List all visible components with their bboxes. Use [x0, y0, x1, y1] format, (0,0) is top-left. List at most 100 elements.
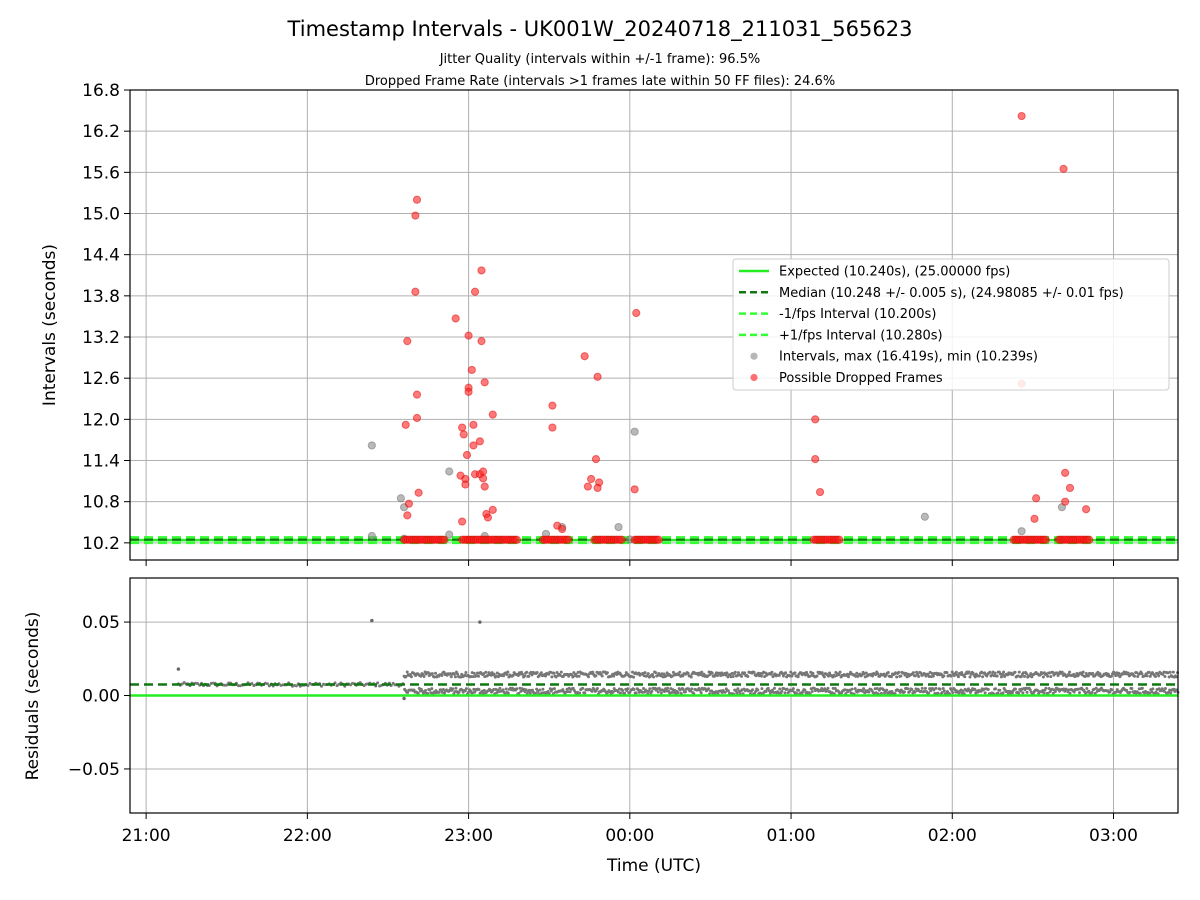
residual-point — [495, 671, 499, 675]
top-y-tick-label: 16.2 — [82, 122, 120, 142]
residual-point — [1017, 670, 1021, 674]
residual-point — [678, 688, 682, 692]
dropped-frame-point — [440, 535, 449, 544]
residual-point — [919, 671, 923, 675]
residual-point — [973, 687, 977, 691]
residual-point — [908, 689, 912, 693]
residual-point — [1161, 672, 1165, 676]
residual-point — [656, 690, 660, 694]
residual-point — [885, 688, 889, 692]
residual-point — [591, 670, 595, 674]
residual-point — [815, 674, 819, 678]
residual-point — [555, 670, 559, 674]
residual-point — [424, 688, 428, 692]
residual-point — [561, 688, 565, 692]
residual-point — [515, 687, 519, 691]
legend-marker-swatch — [750, 373, 758, 382]
residual-point — [1049, 675, 1053, 679]
residual-point — [632, 688, 636, 692]
residual-outlier-point — [402, 696, 406, 701]
residual-point — [590, 689, 594, 693]
dropped-frame-point — [464, 331, 473, 340]
residual-point — [1084, 672, 1088, 676]
residual-point — [671, 670, 675, 674]
chart-subtitle-dropped: Dropped Frame Rate (intervals >1 frames … — [365, 74, 835, 89]
residual-outlier-point — [370, 618, 374, 623]
residual-point — [581, 686, 585, 690]
residual-point — [1001, 672, 1005, 676]
residual-point — [890, 689, 894, 693]
dropped-frame-point — [414, 488, 423, 497]
residual-point — [689, 675, 693, 679]
dropped-frame-point — [459, 430, 468, 439]
residual-point — [572, 671, 576, 675]
residual-point — [578, 691, 582, 695]
residual-point — [525, 670, 529, 674]
residual-point — [665, 671, 669, 675]
residual-point — [920, 686, 924, 690]
residual-point — [587, 675, 591, 679]
residual-point — [552, 671, 556, 675]
residual-point — [828, 671, 832, 675]
residual-point — [666, 686, 670, 690]
residual-point — [611, 690, 615, 694]
residual-point — [517, 691, 521, 695]
residual-point — [678, 670, 682, 674]
residual-point — [477, 688, 481, 692]
bottom-x-tick-label: 23:00 — [444, 826, 493, 846]
residual-point — [910, 687, 914, 691]
residual-point — [999, 675, 1003, 679]
residual-point — [654, 671, 658, 675]
dropped-frame-point — [475, 437, 484, 446]
residual-point — [422, 675, 426, 679]
residual-point — [785, 687, 789, 691]
residual-point — [1014, 687, 1018, 691]
dropped-frame-point — [461, 480, 470, 489]
residual-point — [967, 670, 971, 674]
residual-point — [823, 687, 827, 691]
residual-point — [764, 690, 768, 694]
bottom-panel-x-ticks: 21:00 22:00 23:00 00:00 01:00 02:00 03:00 — [122, 813, 1138, 846]
residual-point — [710, 671, 714, 675]
residual-point — [1110, 688, 1114, 692]
residual-point — [523, 674, 527, 678]
residual-point — [734, 689, 738, 693]
dropped-frame-point — [458, 517, 467, 526]
residual-point — [735, 691, 739, 695]
residual-point — [845, 672, 849, 676]
residual-point — [677, 673, 681, 677]
residual-point — [527, 674, 531, 678]
residual-point — [791, 687, 795, 691]
dropped-frame-point — [548, 423, 557, 432]
dropped-frame-point — [1059, 164, 1068, 174]
residual-point — [686, 671, 690, 675]
residual-point — [736, 671, 740, 675]
residual-point — [409, 675, 413, 679]
residual-point — [1093, 691, 1097, 695]
top-panel-points — [367, 111, 1094, 544]
top-panel-x-ticks — [145, 560, 1115, 566]
residual-point — [1154, 690, 1158, 694]
residual-point — [913, 690, 917, 694]
residual-point — [426, 691, 430, 695]
residual-point — [1060, 670, 1064, 674]
dropped-frame-point — [557, 525, 567, 534]
residual-point — [504, 687, 508, 691]
residual-point — [530, 673, 534, 677]
dropped-frame-point — [477, 266, 486, 275]
residual-point — [950, 688, 954, 692]
residual-point — [736, 687, 740, 691]
residual-point — [1081, 670, 1085, 674]
residual-point — [875, 687, 879, 691]
residual-point — [927, 691, 931, 695]
residual-point — [850, 687, 854, 691]
dropped-frame-point — [1061, 497, 1070, 506]
residual-point — [552, 687, 556, 691]
residual-point — [871, 674, 875, 678]
residual-point — [506, 691, 510, 695]
residual-point — [781, 674, 785, 678]
residual-point — [886, 670, 890, 674]
legend-label: Median (10.248 +/- 0.005 s), (24.98085 +… — [779, 286, 1124, 301]
residual-point — [679, 691, 683, 695]
residual-point — [1157, 674, 1161, 678]
